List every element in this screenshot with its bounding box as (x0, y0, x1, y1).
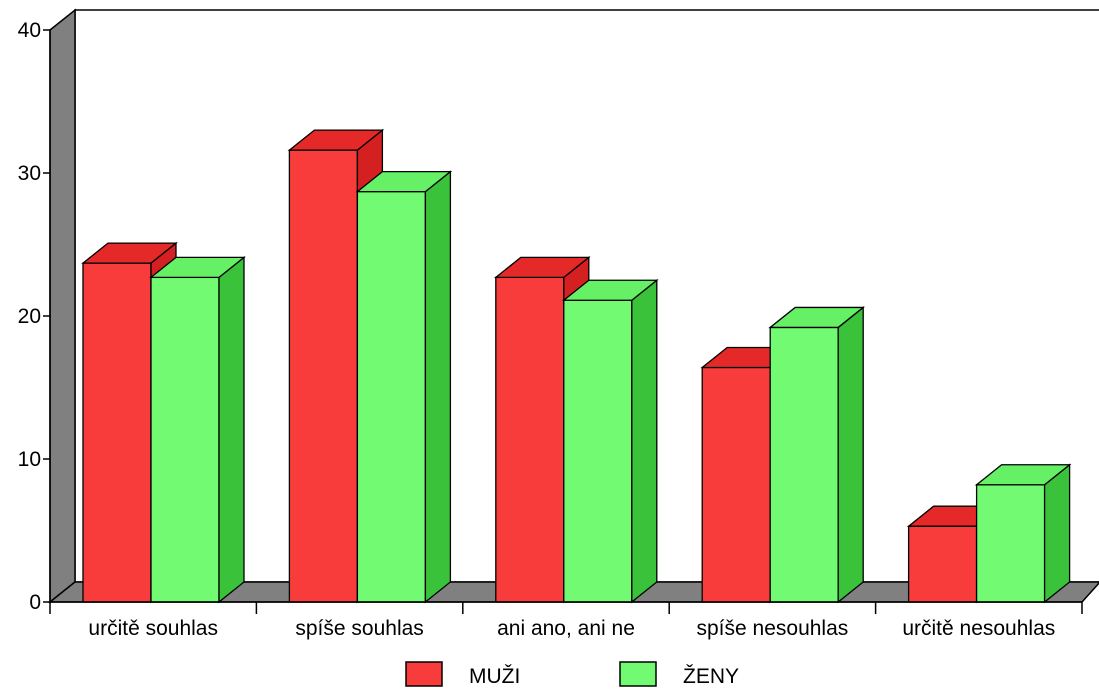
x-tick-label: spíše nesouhlas (697, 617, 849, 640)
bar-zeny-3 (770, 307, 863, 602)
bar-front (151, 277, 219, 602)
x-tick-label: určitě souhlas (88, 617, 218, 640)
bar-front (909, 526, 977, 602)
legend-label: MUŽI (469, 665, 520, 688)
bar-zeny-0 (151, 257, 244, 602)
bar-zeny-4 (977, 465, 1070, 602)
bar-side (632, 280, 657, 602)
bar-zeny-1 (357, 172, 450, 602)
bar-front (83, 263, 151, 602)
x-tick-label: určitě nesouhlas (902, 617, 1055, 640)
legend-label: ŽENY (683, 665, 739, 688)
left-wall (50, 10, 75, 602)
y-tick-label: 30 (18, 162, 41, 185)
legend-swatch (620, 662, 656, 686)
bar-side (1045, 465, 1070, 602)
y-tick-label: 10 (18, 448, 41, 471)
bar-side (838, 307, 863, 602)
legend-swatch (406, 662, 442, 686)
bar-front (564, 300, 632, 602)
bar-zeny-2 (564, 280, 657, 602)
bar-front (357, 192, 425, 602)
bar-front (496, 277, 564, 602)
y-tick-label: 0 (29, 591, 41, 614)
x-tick-label: ani ano, ani ne (497, 617, 635, 640)
bar-front (977, 485, 1045, 602)
bar-front (289, 150, 357, 602)
bar-front (702, 367, 770, 602)
legend: MUŽI ŽENY (406, 662, 739, 688)
bar-front (770, 327, 838, 602)
legend-item-zeny: ŽENY (620, 662, 739, 688)
bar-side (219, 257, 244, 602)
y-tick-label: 40 (18, 19, 41, 42)
bar-side (425, 172, 450, 602)
y-tick-label: 20 (18, 305, 41, 328)
x-tick-label: spíše souhlas (295, 617, 423, 640)
legend-item-muzi: MUŽI (406, 662, 520, 688)
